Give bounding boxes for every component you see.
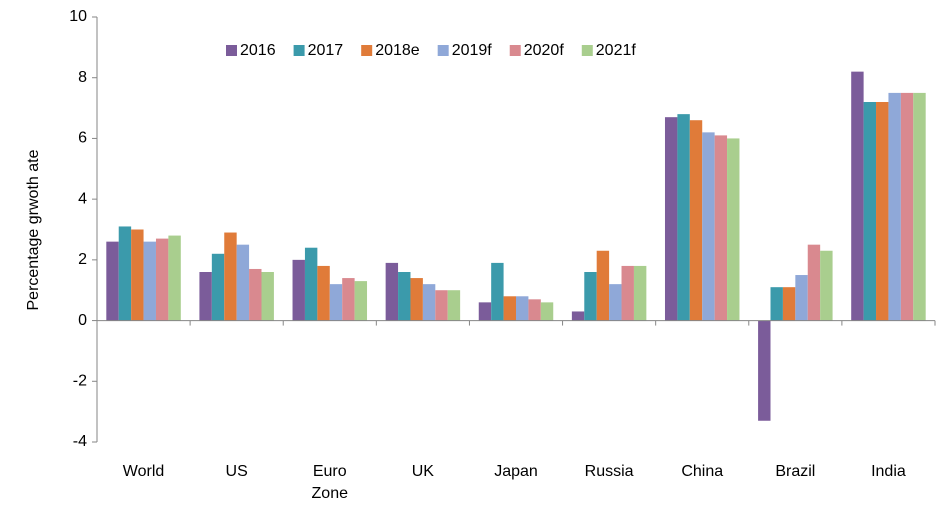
bar bbox=[503, 296, 516, 321]
legend-swatch bbox=[361, 45, 373, 56]
x-tick-label: World bbox=[122, 463, 165, 480]
bar bbox=[155, 238, 169, 321]
bar bbox=[540, 302, 554, 321]
bar bbox=[689, 120, 703, 321]
bar bbox=[807, 244, 821, 321]
legend-label: 2019f bbox=[452, 42, 493, 59]
bar bbox=[770, 287, 783, 321]
bar bbox=[596, 250, 610, 321]
legend-label: 2017 bbox=[308, 42, 344, 59]
bar bbox=[398, 272, 411, 321]
bar bbox=[664, 117, 678, 321]
bar bbox=[851, 71, 864, 321]
legend-swatch bbox=[509, 45, 521, 56]
bar bbox=[249, 268, 262, 321]
bar bbox=[435, 290, 448, 321]
y-axis-label: Percentage grwoth ate bbox=[25, 149, 42, 310]
bar bbox=[199, 272, 212, 321]
bar bbox=[876, 102, 889, 321]
x-tick-label: Brazil bbox=[775, 463, 816, 480]
y-tick-label: 4 bbox=[78, 190, 87, 207]
bar bbox=[888, 92, 901, 321]
bar bbox=[758, 320, 771, 421]
bar bbox=[714, 135, 728, 321]
legend-label: 2018e bbox=[375, 42, 420, 59]
x-tick-label: UK bbox=[411, 463, 434, 480]
bar bbox=[702, 132, 715, 321]
bar bbox=[795, 275, 808, 321]
bar bbox=[677, 114, 690, 321]
legend-swatch bbox=[437, 45, 449, 56]
y-tick-label: 2 bbox=[78, 251, 87, 268]
bar bbox=[385, 262, 399, 321]
bar bbox=[143, 241, 156, 321]
x-tick-label: China bbox=[681, 463, 724, 480]
bar bbox=[106, 241, 119, 321]
bar bbox=[342, 278, 355, 321]
legend-swatch bbox=[293, 45, 305, 56]
bar bbox=[621, 265, 634, 321]
legend-swatch bbox=[226, 45, 237, 56]
bar bbox=[236, 244, 250, 321]
y-tick-label: -2 bbox=[73, 373, 87, 390]
bar bbox=[329, 284, 343, 321]
bar bbox=[491, 262, 504, 321]
bar bbox=[900, 92, 914, 321]
bar bbox=[317, 265, 330, 321]
bar bbox=[261, 272, 274, 321]
legend-label: 2020f bbox=[524, 42, 565, 59]
bar bbox=[354, 281, 368, 321]
bar bbox=[224, 232, 237, 321]
legend-swatch bbox=[581, 45, 593, 56]
legend-label: 2021f bbox=[596, 42, 637, 59]
bar bbox=[168, 235, 181, 321]
bar bbox=[584, 272, 597, 321]
bar bbox=[118, 226, 132, 321]
bar bbox=[913, 92, 926, 321]
x-tick-label: Japan bbox=[494, 463, 538, 480]
x-tick-label: US bbox=[225, 463, 248, 480]
bar bbox=[292, 259, 305, 321]
y-tick-label: 10 bbox=[69, 8, 87, 25]
y-tick-label: 0 bbox=[78, 312, 87, 329]
y-tick-label: 8 bbox=[78, 69, 87, 86]
bar bbox=[528, 299, 541, 321]
y-tick-label: -4 bbox=[73, 433, 87, 450]
bar bbox=[609, 284, 622, 321]
x-tick-label: Euro Zone bbox=[311, 463, 348, 502]
bar bbox=[516, 296, 529, 321]
bar bbox=[447, 290, 461, 321]
bar bbox=[863, 102, 877, 321]
y-tick-label: 6 bbox=[78, 130, 87, 147]
x-tick-label: Russia bbox=[584, 463, 634, 480]
bar bbox=[422, 284, 436, 321]
bar bbox=[131, 229, 144, 321]
bar bbox=[211, 253, 225, 321]
bar bbox=[633, 265, 647, 321]
bar bbox=[571, 311, 585, 321]
bar bbox=[782, 287, 796, 321]
bar bbox=[410, 278, 423, 321]
bar bbox=[478, 302, 492, 321]
x-tick-label: India bbox=[871, 463, 906, 480]
bar bbox=[727, 138, 740, 321]
bar bbox=[304, 247, 318, 321]
legend-label: 2016 bbox=[240, 42, 276, 59]
bar bbox=[820, 250, 833, 321]
